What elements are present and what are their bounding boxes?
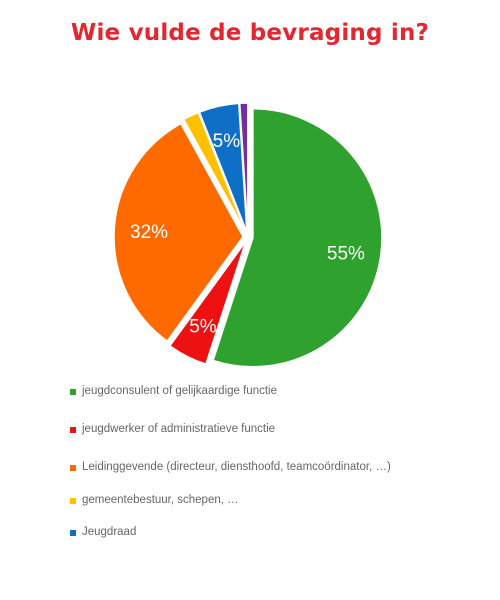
pie-slice-0 <box>212 108 383 368</box>
legend-item: Jeugdraad <box>70 525 460 539</box>
legend-item: Leidinggevende (directeur, diensthoofd, … <box>70 460 460 474</box>
legend-item: jeugdwerker of administratieve functie <box>70 422 460 436</box>
legend-swatch <box>70 389 76 395</box>
slice-label-4: 5% <box>213 131 241 152</box>
legend-swatch <box>70 498 76 504</box>
pie-chart: 55% 5% 32% 5% <box>113 102 383 368</box>
legend-label: gemeentebestuur, schepen, … <box>82 494 239 506</box>
legend-label: jeugdwerker of administratieve functie <box>82 423 276 435</box>
legend-label: Jeugdraad <box>82 526 137 538</box>
legend-label: Leidinggevende (directeur, diensthoofd, … <box>82 461 391 473</box>
chart-title: Wie vulde de bevraging in? <box>70 20 430 46</box>
legend-swatch <box>70 465 76 471</box>
pie-slice-4 <box>198 102 248 233</box>
legend-swatch <box>70 530 76 536</box>
slice-label-1: 5% <box>189 316 217 337</box>
pie-slice-5 <box>238 102 249 233</box>
legend-swatch <box>70 427 76 433</box>
slice-label-2: 32% <box>130 222 168 243</box>
legend-item: jeugdconsulent of gelijkaardige functie <box>70 384 460 398</box>
pie-slice-2 <box>113 122 244 343</box>
pie-slice-3 <box>182 111 247 233</box>
pie-slice-1 <box>168 241 247 366</box>
legend-label: jeugdconsulent of gelijkaardige functie <box>82 385 277 397</box>
legend-item: gemeentebestuur, schepen, … <box>70 493 460 507</box>
slice-label-0: 55% <box>327 244 365 265</box>
